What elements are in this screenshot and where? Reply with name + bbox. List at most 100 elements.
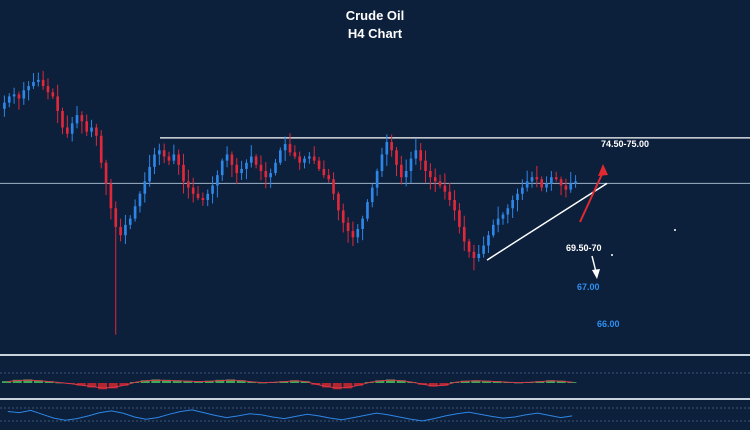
candle-body	[356, 229, 360, 238]
arrow-down-line	[591, 255, 597, 273]
candle-body	[564, 185, 568, 190]
candle-body	[138, 193, 142, 207]
candle-body	[27, 86, 30, 91]
candle-body	[206, 193, 210, 200]
candle-body	[124, 224, 127, 236]
candle-body	[187, 181, 190, 188]
macd-bar	[492, 381, 502, 383]
candle-body	[496, 218, 500, 225]
candle-body	[419, 150, 423, 161]
candle-body	[574, 181, 577, 184]
macd-bar	[108, 383, 118, 389]
resistance-label: 74.50-75.00	[601, 139, 650, 149]
candle-body	[104, 162, 108, 184]
candle-body	[240, 168, 243, 174]
macd-bar	[34, 380, 44, 383]
candle-body	[133, 206, 137, 219]
macd-bar	[556, 380, 566, 383]
candle-body	[153, 154, 156, 167]
candle-body	[511, 200, 514, 209]
candle-body	[535, 177, 539, 180]
macd-bar	[140, 380, 150, 383]
macd-bar	[236, 380, 246, 383]
marker-dot	[674, 229, 676, 231]
candle-body	[516, 193, 519, 200]
macd-bar	[204, 380, 214, 383]
candle-body	[201, 197, 205, 200]
candle-body	[211, 185, 214, 194]
support-trendline	[486, 182, 608, 261]
candle-body	[22, 90, 26, 99]
candle-body	[472, 251, 476, 258]
candle-body	[157, 150, 161, 155]
candle-body	[167, 156, 171, 161]
candle-body	[32, 81, 35, 87]
candle-body	[395, 150, 398, 165]
macd-bar	[215, 379, 225, 383]
arrow-up-line	[579, 171, 604, 223]
candle-body	[249, 156, 253, 163]
target-67-label: 67.00	[577, 282, 600, 292]
candle-body	[80, 115, 84, 122]
candle-body	[36, 79, 40, 82]
macd-bar	[386, 379, 396, 383]
candle-body	[545, 183, 548, 188]
macd-bar	[460, 380, 470, 383]
macd-bar	[194, 381, 204, 383]
marker-dot	[611, 254, 613, 256]
chart-subtitle: H4 Chart	[347, 26, 403, 41]
candle-body	[303, 158, 306, 163]
candle-body	[283, 144, 287, 151]
macd-bar	[396, 380, 406, 383]
candle-body	[269, 173, 272, 178]
candle-body	[85, 121, 89, 132]
candle-body	[390, 142, 393, 151]
macd-bar	[482, 380, 492, 383]
macd-bar	[12, 379, 22, 383]
candle-body	[569, 183, 573, 190]
chart-title: Crude Oil	[345, 8, 405, 23]
candle-body	[346, 222, 350, 232]
candle-body	[370, 187, 374, 203]
candle-body	[404, 171, 408, 178]
panel-separator	[0, 354, 750, 356]
candle-body	[264, 171, 268, 178]
candle-body	[172, 154, 176, 161]
candle-body	[521, 187, 524, 194]
candle-body	[17, 94, 21, 99]
candle-body	[433, 177, 437, 182]
candle-body	[3, 102, 6, 109]
candle-body	[225, 154, 229, 161]
macd-signal-line	[7, 379, 573, 389]
macd-bar	[375, 380, 385, 383]
candle-body	[99, 135, 103, 163]
macd-bar	[546, 380, 556, 383]
macd-bar	[87, 383, 97, 388]
candle-body	[550, 177, 553, 184]
panel-separator	[0, 398, 750, 400]
candle-body	[487, 235, 490, 246]
macd-bar	[428, 383, 438, 387]
candle-body	[448, 191, 452, 200]
candle-body	[361, 218, 364, 229]
candle-body	[501, 214, 505, 219]
candle-body	[128, 218, 132, 225]
candle-body	[312, 156, 316, 161]
candle-body	[438, 181, 442, 186]
candle-body	[114, 208, 118, 227]
candle-body	[254, 156, 258, 165]
candle-body	[143, 181, 147, 194]
macd-bar	[98, 383, 108, 390]
candle-body	[288, 144, 292, 153]
candle-body	[467, 241, 471, 252]
candle-body	[429, 171, 432, 178]
candle-body	[119, 226, 122, 236]
candle-body	[278, 150, 282, 163]
candle-body	[230, 154, 234, 165]
candle-body	[75, 115, 79, 124]
macd-bar	[471, 380, 481, 383]
candle-body	[90, 127, 93, 132]
candle-body	[259, 164, 263, 171]
candle-body	[274, 162, 277, 174]
